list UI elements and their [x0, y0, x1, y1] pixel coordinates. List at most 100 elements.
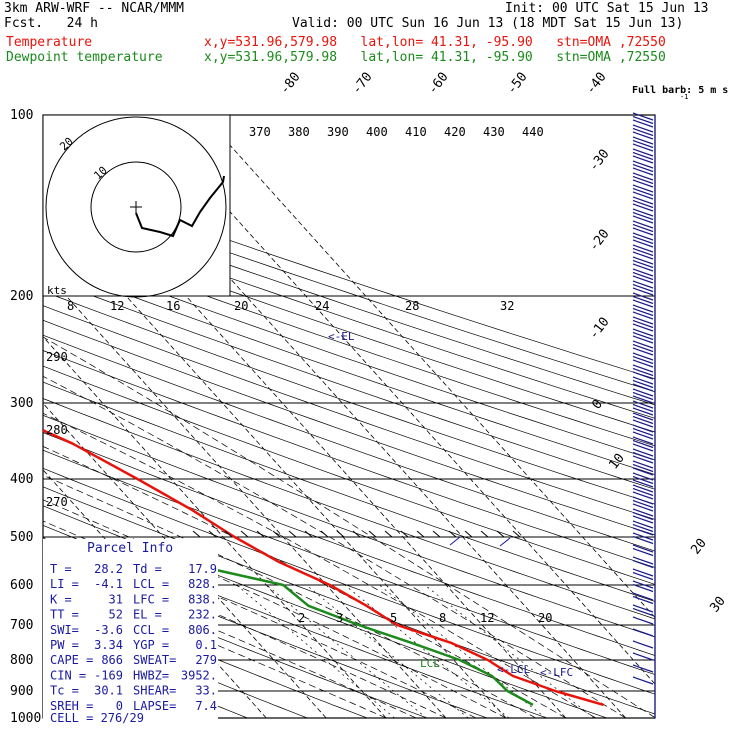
parcel-stat-name: Td =: [133, 562, 162, 576]
wind-barb: [632, 220, 654, 229]
mixing-ratio-label: 8: [439, 611, 446, 625]
dewpoint-legend-label: Dewpoint temperature: [6, 50, 163, 65]
lcl-label: LCL: [420, 657, 440, 670]
wind-barb: [632, 640, 654, 649]
wind-tick: [448, 530, 457, 538]
wind-tick: [352, 530, 361, 538]
wind-barb: [632, 487, 654, 497]
theta-label: 410: [405, 125, 427, 139]
wind-barb: [632, 484, 654, 493]
wind-barb: [632, 319, 654, 329]
wind-barb: [632, 527, 654, 536]
wind-barb: [632, 371, 654, 380]
dry-adiabat: [42, 365, 656, 585]
wind-barb: [632, 271, 654, 281]
parcel-stat-value: 866: [101, 653, 123, 667]
wind-tick: [272, 530, 281, 538]
wind-barb: [632, 391, 654, 401]
barb-legend: Full barb: 5 m s: [632, 85, 728, 96]
wind-barb: [632, 355, 654, 365]
dewpoint-legend-info: x,y=531.96,579.98 lat,lon= 41.31, -95.90…: [204, 50, 666, 65]
wind-tick: [304, 530, 313, 538]
wind-tick: [480, 530, 489, 538]
wind-barb: [632, 499, 654, 509]
parcel-stat-name: Tc =: [50, 684, 79, 698]
wind-tick: [224, 530, 233, 538]
dry-adiabat: [42, 449, 656, 675]
dry-adiabat: [42, 277, 656, 490]
parcel-cell: CELL = 276/29: [50, 711, 144, 725]
wind-tick: [288, 530, 297, 538]
parcel-info-box: [43, 539, 218, 725]
wind-barb: [632, 304, 654, 313]
parcel-stat-value: 30.1: [94, 684, 123, 698]
hodograph-scale-label: 8: [67, 299, 74, 313]
parcel-stat-value: -4.1: [94, 577, 123, 591]
wind-barb: [632, 479, 654, 488]
wind-tick: [240, 530, 249, 538]
parcel-stat-value: 7.4: [195, 699, 217, 713]
wind-barb: [632, 463, 654, 473]
pressure-tick-label: 700: [10, 618, 33, 633]
isotherm-label: -60: [425, 70, 451, 98]
parcel-stat-value: 806.: [188, 623, 217, 637]
wind-barb: [632, 175, 654, 185]
isotherm-label: -30: [586, 147, 612, 175]
parcel-stat-name: SWI=: [50, 623, 79, 637]
wind-barb: [632, 223, 654, 233]
wind-barb: [632, 232, 654, 241]
wind-barb: [632, 415, 654, 425]
wind-tick: [320, 530, 329, 538]
isotherm: [202, 114, 656, 618]
wind-barb: [632, 295, 654, 305]
parcel-stat-value: 3952.: [181, 668, 217, 682]
lfc-marker: <-LFC: [540, 666, 573, 679]
wind-barb: [632, 607, 654, 617]
wind-barb: [632, 472, 654, 481]
theta-label: 380: [288, 125, 310, 139]
wind-barb: [632, 376, 654, 385]
dry-adiabat: [42, 398, 656, 620]
wind-barb: [632, 583, 654, 593]
wind-barb: [632, 508, 654, 517]
wind-barb: [632, 292, 654, 301]
parcel-stat-value: 31: [109, 592, 123, 606]
wind-barb: [632, 547, 654, 557]
wind-tick: [384, 530, 393, 538]
wind-barb: [632, 383, 654, 392]
wind-tick: [192, 530, 201, 538]
pressure-tick-label: 100: [10, 108, 33, 123]
wind-barb: [632, 187, 654, 197]
dry-adiabat: [42, 350, 656, 568]
wind-tick: [256, 530, 265, 538]
parcel-stat-name: LI =: [50, 577, 79, 591]
isotherm-label: -80: [277, 70, 303, 98]
wind-barb: [632, 367, 654, 377]
wind-barb: [632, 595, 654, 605]
wind-barb: [632, 124, 654, 133]
pressure-tick-label: 600: [10, 578, 33, 593]
wind-barb: [632, 235, 654, 245]
parcel-info-title: Parcel Info: [87, 541, 173, 556]
isotherm-label: 0: [589, 397, 606, 412]
mixing-ratio-line: [306, 584, 469, 719]
moist-adiabat: [42, 336, 656, 718]
pressure-tick-label: 400: [10, 472, 33, 487]
wind-barb: [632, 571, 654, 581]
wind-barb: [632, 208, 654, 217]
theta-label: 370: [249, 125, 271, 139]
wind-barb: [632, 628, 654, 637]
wind-barb: [632, 263, 654, 272]
parcel-stat-value: 279: [195, 653, 217, 667]
parcel-stat-value: 232.: [188, 608, 217, 622]
parcel-stat-name: SWEAT=: [133, 653, 176, 667]
mixing-ratio-line: [379, 584, 546, 719]
mixing-ratio-label: 20: [538, 611, 552, 625]
wind-barb: [632, 340, 654, 349]
wind-tick: [368, 530, 377, 538]
wind-barb: [632, 151, 654, 161]
wind-barb: [632, 179, 654, 188]
moist-adiabat: [42, 474, 537, 719]
wind-barb: [632, 155, 654, 164]
